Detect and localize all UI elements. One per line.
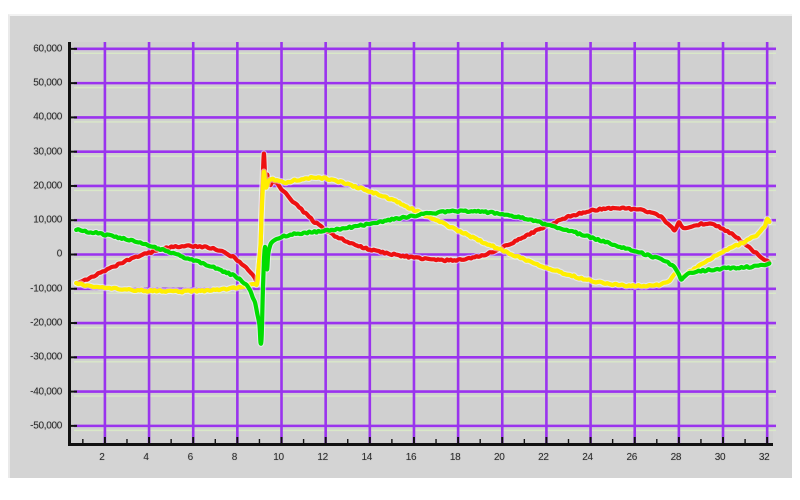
y-tick-label: 50,000 [33, 77, 62, 89]
x-tick-label: 14 [361, 452, 373, 463]
minor-gridlines [74, 52, 776, 432]
x-tick-label: 32 [758, 452, 770, 463]
x-tick-label: 2 [99, 452, 105, 463]
y-tick-label: -30,000 [30, 351, 62, 363]
x-tick-label: 8 [231, 452, 238, 463]
x-axis-tick-labels: 2 4 6 8 10 12 14 16 18 20 22 24 26 28 30 32 [68, 452, 773, 472]
x-tick-label: 24 [582, 452, 593, 463]
y-tick-label: 30,000 [33, 146, 62, 158]
x-tick-label: 18 [449, 452, 461, 463]
x-tick-label: 6 [187, 452, 194, 463]
major-gridlines [74, 42, 776, 443]
x-tick-label: 26 [626, 452, 637, 463]
x-tick-label: 10 [273, 452, 284, 463]
y-tick-label: -20,000 [30, 317, 62, 329]
plot-frame [68, 42, 776, 446]
y-tick-label: -10,000 [30, 283, 62, 295]
x-tick-label: 28 [670, 452, 682, 463]
y-tick-label: -50,000 [30, 420, 62, 432]
x-tick-label: 30 [714, 452, 726, 463]
plot-svg [71, 42, 776, 443]
x-tick-label: 16 [405, 452, 417, 463]
y-tick-label: 10,000 [33, 214, 62, 226]
y-tick-label: 0 [56, 248, 63, 260]
y-tick-label: -40,000 [30, 386, 62, 398]
y-tick-label: 60,000 [33, 43, 62, 55]
y-tick-label: 20,000 [33, 180, 62, 192]
x-tick-label: 12 [317, 452, 328, 463]
y-tick-label: 40,000 [33, 111, 62, 123]
x-tick-label: 22 [538, 452, 549, 463]
data-series-layer [73, 150, 773, 347]
x-tick-label: 20 [493, 452, 505, 463]
chart-area [68, 42, 776, 446]
y-axis-tick-labels: 60,000 50,000 40,000 30,000 20,000 10,000 0 -10… [0, 42, 62, 446]
x-tick-label: 4 [143, 452, 149, 463]
